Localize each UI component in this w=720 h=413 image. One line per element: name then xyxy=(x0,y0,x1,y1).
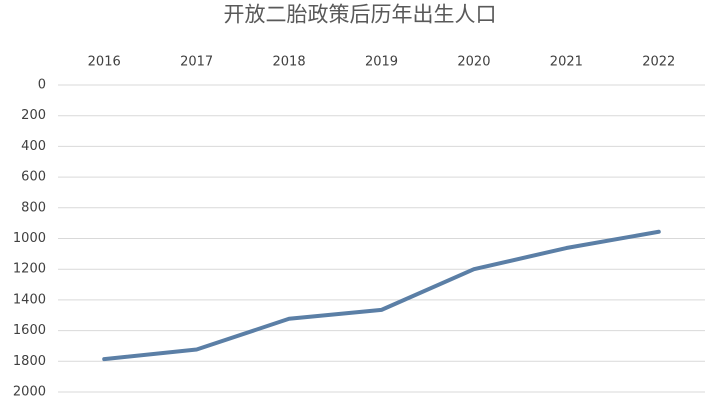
x-tick-label: 2020 xyxy=(457,55,490,70)
data-line xyxy=(102,229,661,362)
chart-title: 开放二胎政策后历年出生人口 xyxy=(224,3,497,27)
x-tick-label: 2021 xyxy=(550,55,583,70)
y-tick-label: 1200 xyxy=(13,262,46,277)
x-tick-label: 2019 xyxy=(365,55,398,70)
y-tick-label: 2000 xyxy=(13,385,46,400)
x-tick-label: 2016 xyxy=(88,55,121,70)
y-tick-label: 600 xyxy=(21,170,46,185)
y-tick-label: 0 xyxy=(38,78,46,93)
x-tick-label: 2022 xyxy=(642,55,675,70)
y-tick-label: 1600 xyxy=(13,323,46,338)
y-tick-label: 200 xyxy=(21,108,46,123)
y-tick-label: 800 xyxy=(21,200,46,215)
y-tick-label: 1400 xyxy=(13,292,46,307)
x-tick-label: 2017 xyxy=(180,55,213,70)
y-tick-label: 400 xyxy=(21,139,46,154)
y-tick-label: 1800 xyxy=(13,354,46,369)
x-tick-label: 2018 xyxy=(273,55,306,70)
y-tick-label: 1000 xyxy=(13,231,46,246)
